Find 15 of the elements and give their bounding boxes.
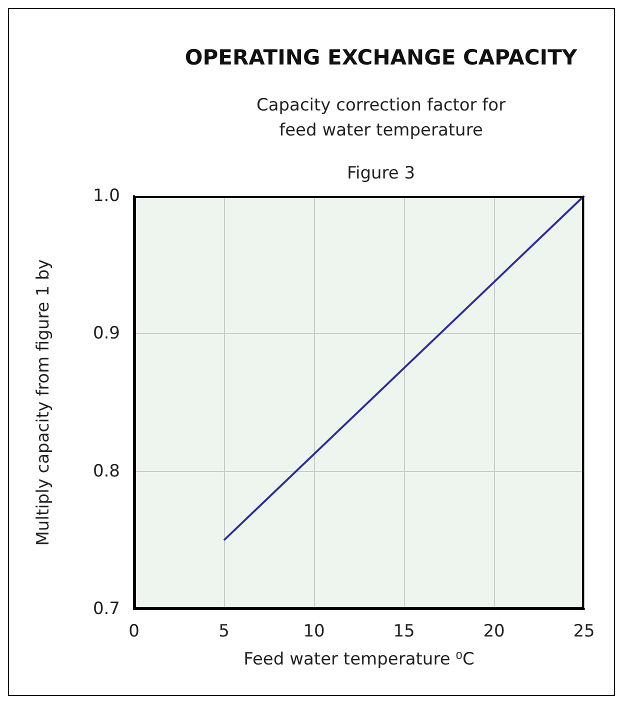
x-tick-label: 10 xyxy=(303,622,325,642)
caption: Figure 3 xyxy=(346,164,416,184)
chart-subtitle: Capacity correction factor for feed water temperature xyxy=(256,96,506,140)
y-tick-label: 1.0 xyxy=(92,186,120,206)
y-axis-title: Multiply capacity from figure 1 by xyxy=(34,259,54,546)
chart-title: OPERATING EXCHANGE CAPACITY xyxy=(184,46,578,70)
x-axis-title: Feed water temperature ⁰C xyxy=(244,650,474,670)
y-tick-label: 0.9 xyxy=(92,324,120,344)
y-tick-label: 0.7 xyxy=(92,599,120,619)
y-tick-label: 0.8 xyxy=(92,461,120,482)
x-tick-label: 20 xyxy=(483,622,505,642)
x-tick-label: 15 xyxy=(393,622,415,642)
x-tick-label: 5 xyxy=(218,622,230,642)
x-tick-label: 25 xyxy=(573,622,595,642)
x-tick-label: 0 xyxy=(128,622,140,642)
